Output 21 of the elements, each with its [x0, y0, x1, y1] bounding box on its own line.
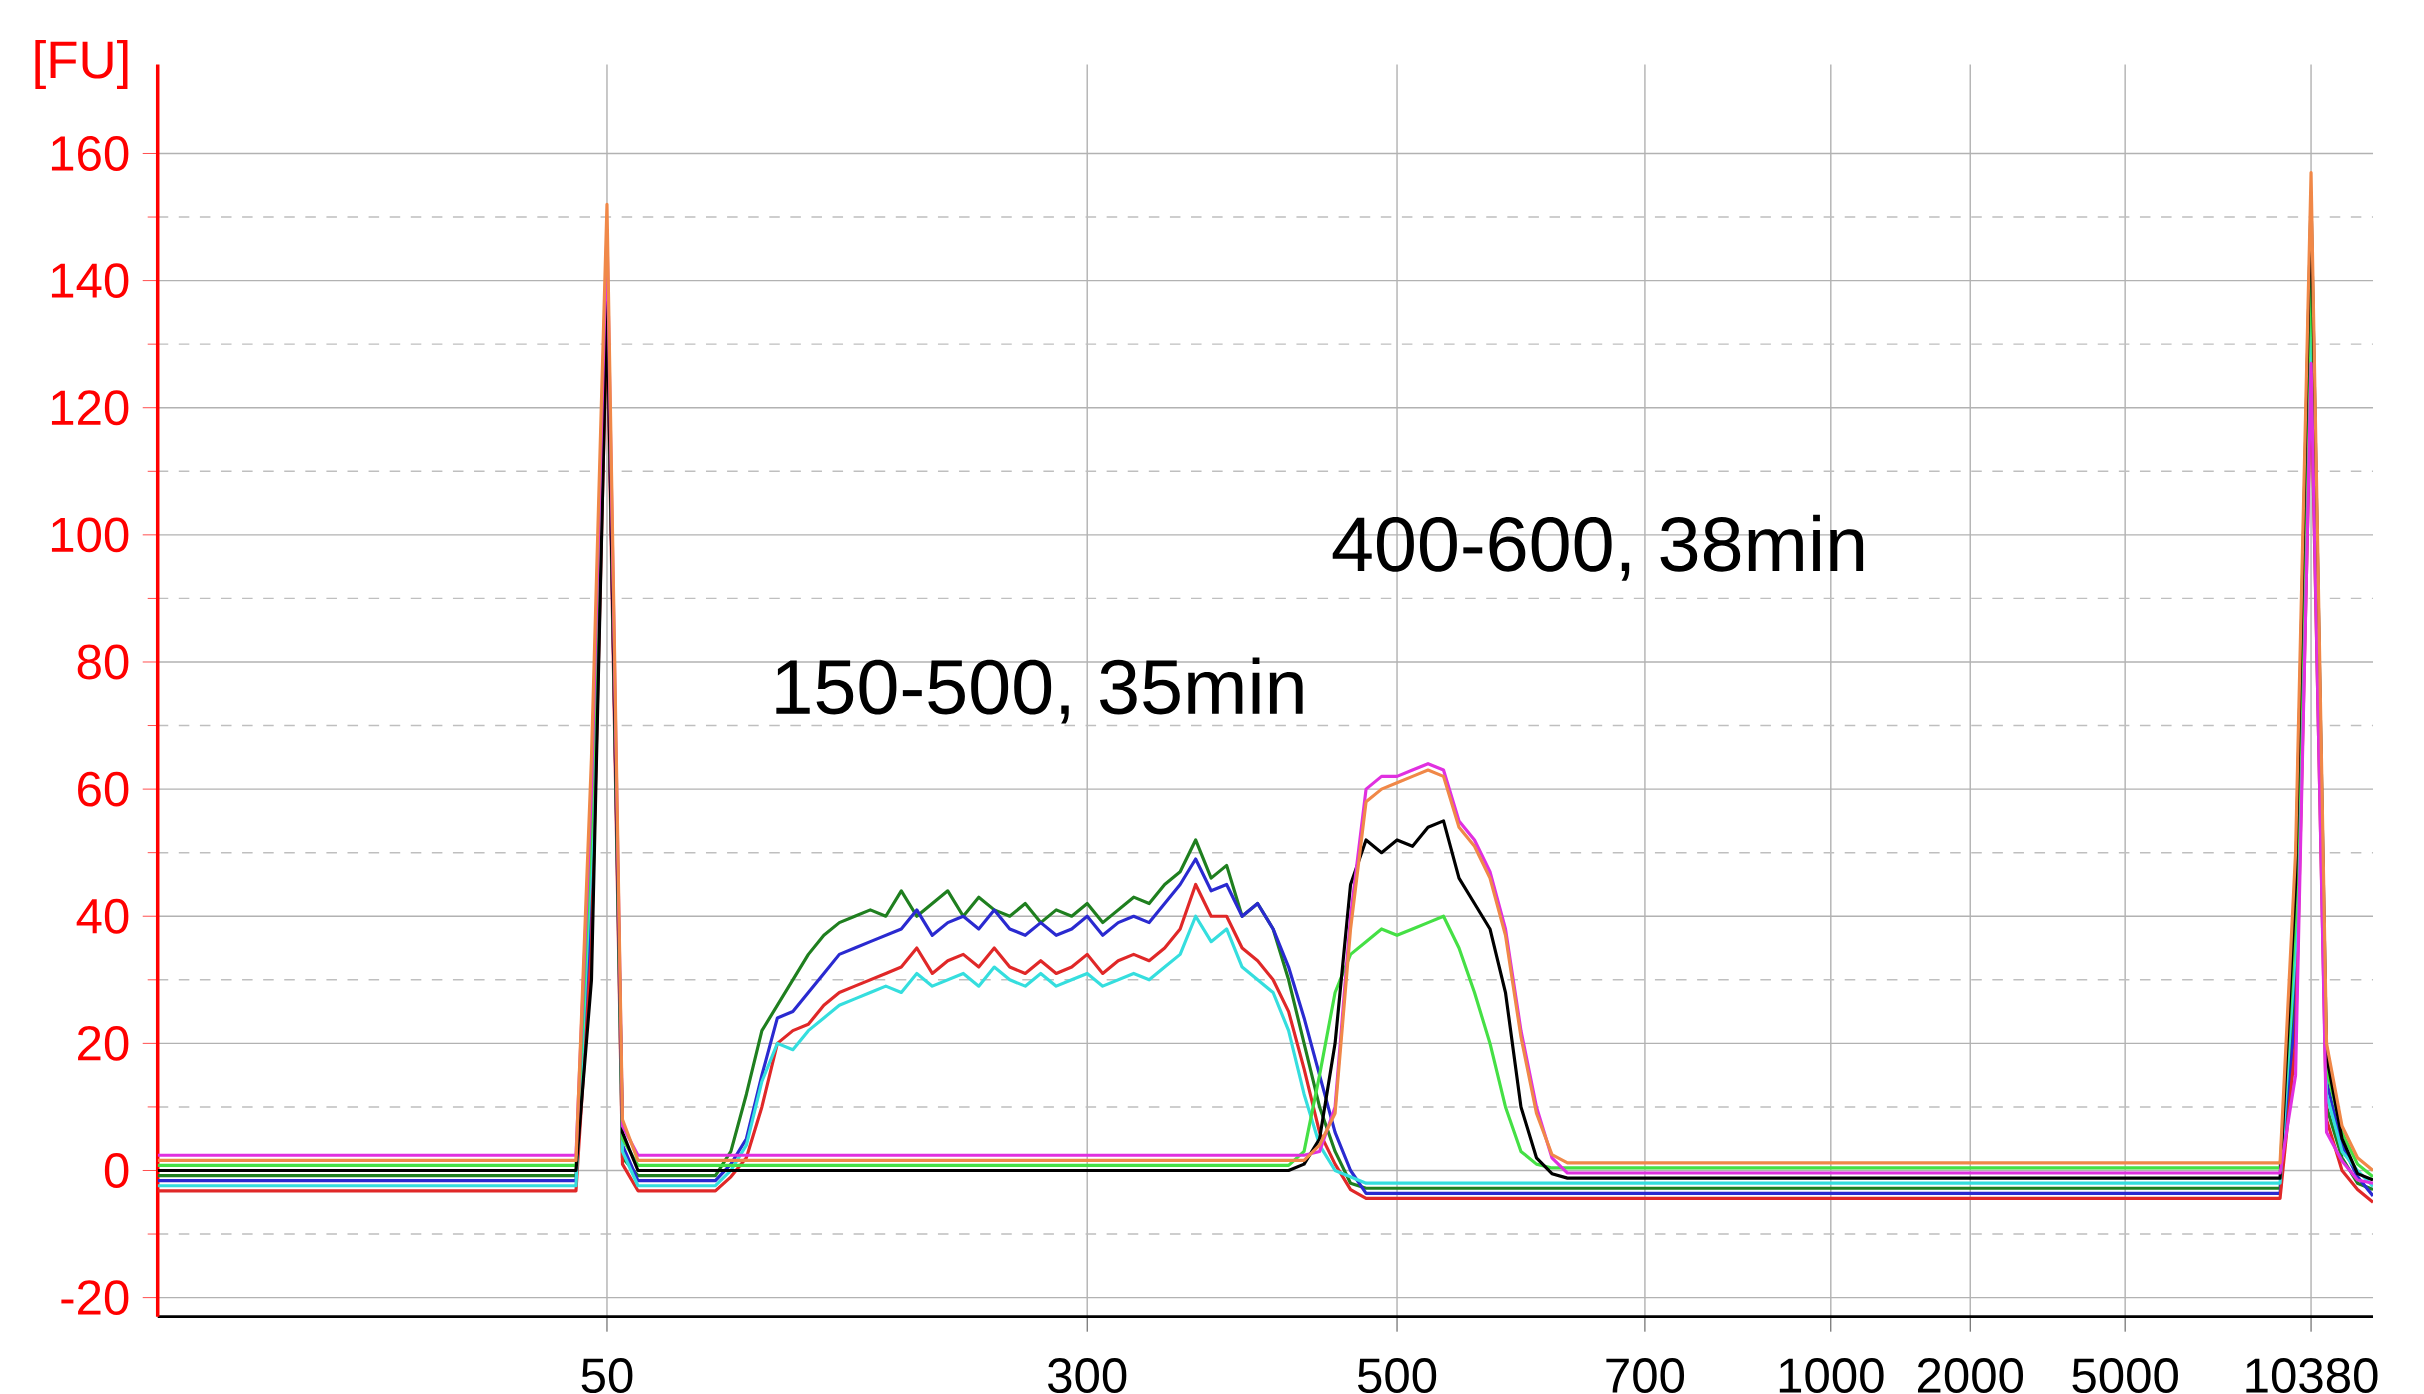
y-tick-label: 160: [51, 136, 129, 171]
x-tick-label: 50: [581, 1358, 633, 1394]
y-tick-label: 80: [77, 644, 129, 680]
x-tick-label: 700: [1606, 1358, 1685, 1394]
annotation: 150-500, 35min: [776, 657, 1303, 724]
x-tick-label: 1000: [1779, 1358, 1884, 1394]
x-tick-label: 5000: [2072, 1358, 2178, 1394]
x-tick-label: 500: [1357, 1358, 1437, 1394]
x-tick-label: 2000: [1917, 1358, 2024, 1394]
y-tick-label: -20: [61, 1280, 129, 1316]
y-tick-label: 60: [78, 771, 129, 807]
y-tick-label: 140: [51, 263, 129, 299]
x-tick-label: 10380: [2246, 1358, 2378, 1394]
y-tick-label: 40: [76, 898, 129, 934]
y-tick-label: 0: [104, 1153, 129, 1188]
y-tick-label: 100: [51, 517, 129, 553]
y-tick-label: 120: [51, 390, 129, 426]
y-axis-title: [FU]: [35, 39, 128, 90]
x-tick-label: 300: [1048, 1358, 1127, 1394]
annotation: 400-600, 38min: [1332, 514, 1864, 581]
y-tick-label: 20: [78, 1025, 129, 1061]
